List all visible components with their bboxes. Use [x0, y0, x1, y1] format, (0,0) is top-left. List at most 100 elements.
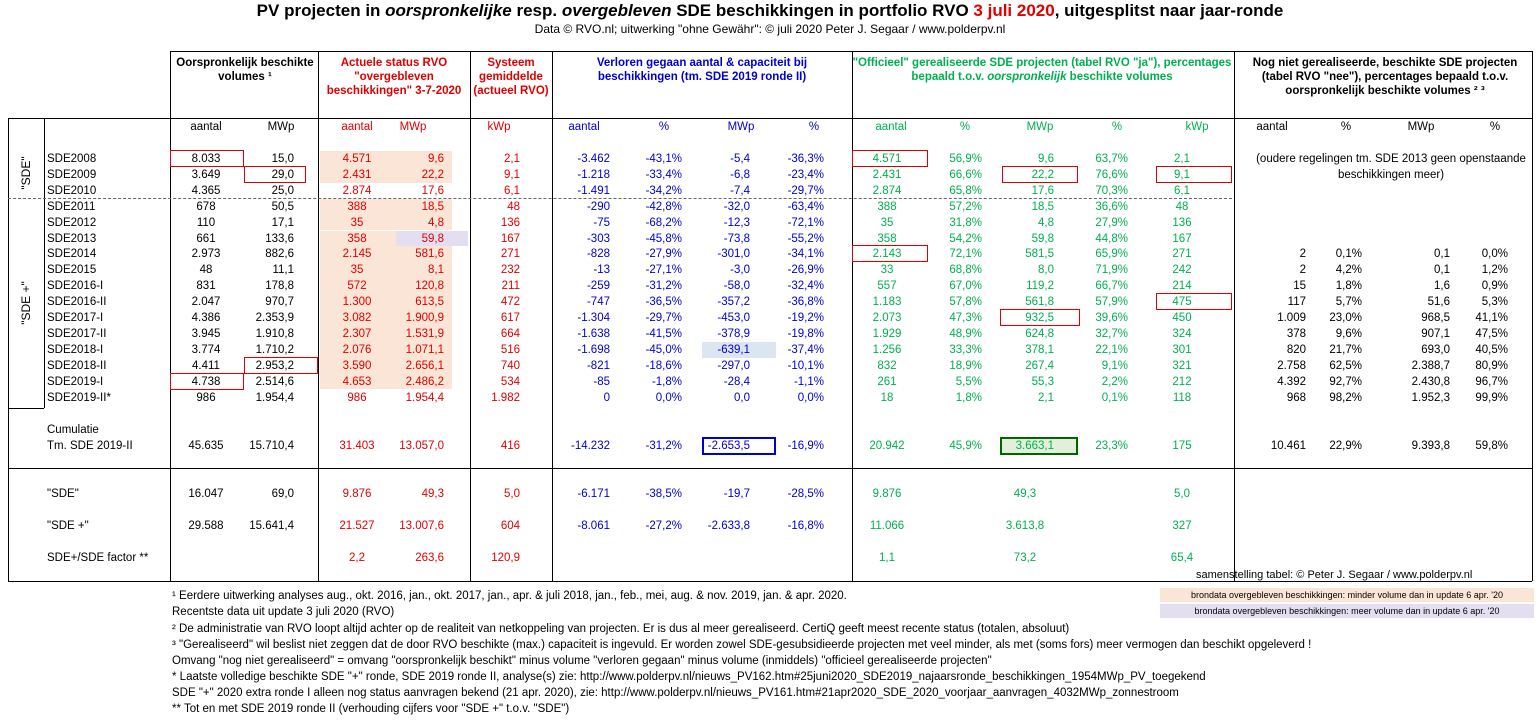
highlight-less [320, 325, 396, 342]
highlight-less [396, 373, 452, 390]
row-label: SDE2011 [47, 200, 96, 213]
table-cell: -63,4% [787, 200, 824, 213]
table-cell: -3.462 [577, 153, 610, 165]
grid-line [318, 51, 319, 581]
cumulatie-cell: 175 [1172, 440, 1192, 452]
table-cell: 5,7% [1335, 296, 1362, 309]
table-cell: 1.531,9 [405, 327, 444, 340]
highlight-less [396, 357, 452, 374]
summary-cell: 604 [500, 520, 520, 532]
summary-cell: -27,2% [645, 520, 682, 532]
table-cell: 613,5 [415, 296, 444, 309]
row-label: SDE2017-II [47, 327, 107, 340]
grid-line [552, 51, 553, 581]
table-cell: 35 [880, 216, 894, 229]
emphasis-box [1156, 165, 1232, 183]
footnote-sde2020: SDE "+" 2020 extra ronde I alleen nog st… [172, 687, 1179, 699]
table-cell: -37,4% [787, 343, 824, 356]
emphasis-box [1000, 309, 1080, 326]
table-cell: -5,4 [730, 153, 750, 165]
table-cell: 4,8 [428, 216, 444, 229]
table-cell: -58,0 [723, 280, 750, 293]
table-cell: 15 [1293, 280, 1306, 293]
table-cell: 96,7% [1475, 375, 1508, 388]
table-cell: 59,8 [421, 232, 444, 245]
table-cell: -42,8% [645, 200, 682, 213]
table-cell: 18,9% [949, 359, 982, 372]
page-subtitle: Data © RVO.nl; uitwerking "ohne Gewähr":… [534, 22, 1006, 36]
column-header: MWp [399, 121, 427, 133]
column-header: MWp [1026, 121, 1054, 133]
table-cell: 358 [347, 232, 367, 245]
table-cell: 661 [196, 232, 216, 245]
table-cell: 4.411 [192, 359, 220, 372]
table-cell: -1.491 [577, 184, 610, 197]
table-cell: 2.076 [342, 343, 372, 356]
table-cell: 2,1 [1174, 153, 1190, 165]
table-cell: 9,1% [1101, 359, 1128, 372]
table-cell: 271 [1172, 248, 1192, 261]
grid-line [44, 118, 45, 408]
table-cell: -828 [586, 248, 610, 261]
summary-label: "SDE +" [47, 520, 89, 532]
header-officieel: "Officieel" gerealiseerde SDE projecten … [852, 57, 1232, 83]
header-actueel: Actuele status RVO "overgebleven beschik… [326, 57, 462, 97]
table-cell: 0,0% [1481, 248, 1508, 261]
table-cell: 2.953,2 [255, 359, 294, 372]
table-cell: 44,8% [1095, 232, 1128, 245]
table-cell: 4.571 [342, 153, 372, 165]
group-label-sdeplus: "SDE +" [19, 281, 33, 325]
cumulatie-sublabel: Tm. SDE 2019-II [47, 440, 133, 452]
table-cell: -303 [586, 232, 610, 245]
table-cell: 110 [196, 216, 216, 229]
column-header: % [959, 121, 971, 133]
summary-cell: 9.876 [342, 488, 372, 500]
table-cell: -13 [593, 264, 610, 277]
table-cell: -26,9% [787, 264, 824, 277]
highlight-less [320, 373, 396, 390]
column-header: aantal [190, 121, 222, 133]
footnote-3: ³ "Gerealiseerd" wil beslist niet zeggen… [172, 639, 1312, 651]
table-cell: 1,8% [1335, 280, 1362, 293]
cumulatie-cell: 22,9% [1329, 440, 1362, 452]
table-cell: 0,1% [1335, 248, 1362, 261]
table-cell: 54,2% [949, 232, 982, 245]
summary-cell: -19,7 [723, 488, 750, 500]
table-cell: -7,4 [730, 184, 750, 197]
table-cell: 271 [500, 248, 520, 261]
table-cell: 214 [1172, 280, 1192, 293]
table-cell: 33 [880, 264, 894, 277]
table-cell: -297,0 [717, 359, 750, 372]
table-cell: 2.486,2 [405, 375, 444, 388]
table-cell: 212 [1172, 375, 1192, 388]
table-cell: 2.656,1 [405, 359, 444, 372]
table-cell: -747 [586, 296, 610, 309]
row-label: SDE2019-I [47, 375, 104, 388]
table-cell: 2 [1299, 264, 1306, 277]
table-cell: -3,0 [730, 264, 750, 277]
table-cell: 18,5 [1031, 200, 1054, 213]
table-cell: 136 [500, 216, 520, 229]
table-cell: 57,2% [949, 200, 982, 213]
table-cell: -821 [586, 359, 610, 372]
table-cell: 907,1 [1421, 327, 1450, 340]
group-label-sde: "SDE" [19, 156, 33, 190]
grid-line [170, 51, 171, 581]
table-cell: 324 [1172, 327, 1192, 340]
row-label: SDE2016-II [47, 296, 107, 309]
table-cell: -1.218 [577, 168, 610, 181]
table-cell: -301,0 [717, 248, 750, 261]
table-cell: -1.304 [577, 312, 610, 324]
table-cell: 678 [196, 200, 216, 213]
table-cell: -75 [593, 216, 610, 229]
table-cell: 2.145 [342, 248, 372, 261]
table-cell: 9,6 [1038, 153, 1054, 165]
emphasis-box [170, 150, 244, 167]
highlight-less [396, 198, 452, 215]
cumulatie-cell: -16,9% [787, 440, 824, 452]
cumulatie-cell: 9.393,8 [1411, 440, 1450, 452]
table-cell: -12,3 [723, 216, 750, 229]
table-cell: 2.973 [191, 248, 221, 261]
table-cell: 321 [1172, 359, 1192, 372]
table-cell: 9,6 [428, 153, 444, 165]
